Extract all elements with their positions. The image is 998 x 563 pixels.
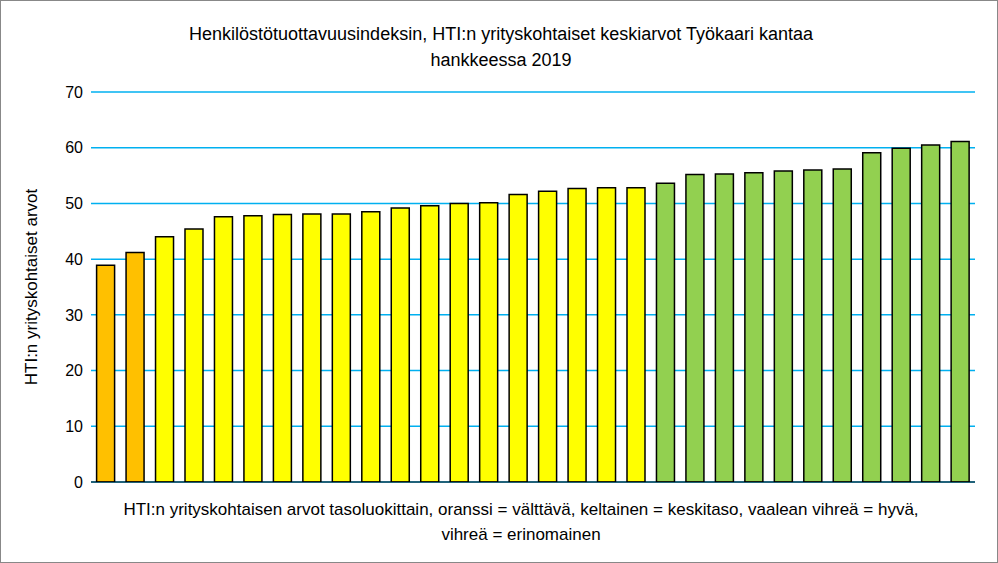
svg-text:10: 10: [65, 418, 83, 435]
svg-text:40: 40: [65, 251, 83, 268]
svg-text:20: 20: [65, 362, 83, 379]
svg-text:0: 0: [74, 474, 83, 491]
svg-text:70: 70: [65, 84, 83, 101]
svg-text:50: 50: [65, 195, 83, 212]
svg-text:60: 60: [65, 139, 83, 156]
html-text:HTI:n yrityskohtaisen arvot ta: HTI:n yrityskohtaisen arvot tasoluokitta…: [123, 500, 919, 544]
svg-text:30: 30: [65, 307, 83, 324]
svg-text:HTI:n yrityskohtaiset arvot: HTI:n yrityskohtaiset arvot: [22, 188, 41, 385]
html-text:Henkilöstötuottavuusindeksin,: Henkilöstötuottavuusindeksin, HTI:n yrit…: [189, 24, 813, 70]
